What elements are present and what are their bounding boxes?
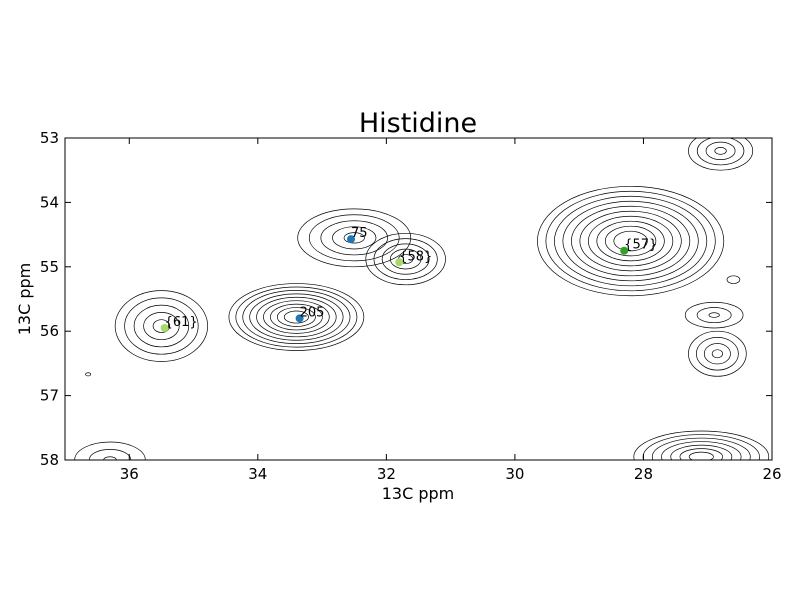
x-tick-label: 34 (248, 465, 267, 483)
y-tick-label: 58 (40, 451, 59, 469)
contour-line (696, 138, 745, 166)
contour-line (708, 312, 720, 318)
contour-line (242, 290, 351, 345)
contour-line (389, 248, 422, 270)
contour-line (263, 300, 330, 334)
peak-label: {58} (399, 249, 432, 264)
x-tick-label: 32 (377, 465, 396, 483)
contour-line (537, 185, 725, 297)
contour-line (642, 434, 760, 460)
contour-line (651, 437, 751, 460)
contour-line (228, 283, 365, 351)
contour-line (283, 310, 309, 324)
contour-line (85, 372, 92, 377)
contour-line (613, 230, 648, 252)
contour-line (373, 238, 438, 280)
contour-line (124, 297, 199, 355)
peak-label: {61} (165, 315, 198, 330)
y-tick-label: 55 (40, 258, 59, 276)
contour-line (703, 343, 731, 365)
y-axis-label: 13C ppm (15, 263, 34, 336)
contour-layer (74, 138, 770, 460)
contour-line (688, 138, 754, 171)
x-tick-label: 30 (505, 465, 524, 483)
peak-label: 205 (300, 305, 325, 320)
contour-line (661, 441, 742, 460)
contour-line (276, 307, 316, 327)
contour-line (545, 190, 716, 292)
contour-line (381, 243, 430, 275)
contour-line (256, 296, 337, 338)
contour-line (688, 451, 714, 460)
contour-line (596, 220, 665, 262)
peak-marker (620, 246, 629, 255)
contour-line (133, 304, 190, 348)
peak-label: 75 (351, 226, 368, 241)
peak-layer: 75 205 {58} {61} {57} (160, 226, 657, 332)
contour-line (696, 337, 739, 371)
x-tick-label: 26 (762, 465, 781, 483)
contour-line (365, 232, 446, 286)
contour-line (711, 349, 723, 359)
chart-title: Histidine (359, 108, 477, 139)
contour-line (114, 290, 209, 362)
contour-line (554, 195, 708, 287)
contour-line (633, 430, 770, 460)
x-axis-label: 13C ppm (382, 484, 455, 503)
peak-marker (347, 235, 356, 244)
y-tick-label: 57 (40, 387, 59, 405)
contour-line (714, 147, 727, 155)
peak-marker (395, 258, 404, 267)
contour-line (249, 293, 344, 341)
contour-line (297, 208, 412, 268)
contour-line (679, 448, 724, 460)
peak-label: {57} (624, 238, 657, 253)
contour-line (705, 141, 736, 160)
contour-line (562, 200, 699, 282)
contour-line (604, 225, 657, 257)
x-tick-label: 28 (634, 465, 653, 483)
y-tick-label: 54 (40, 193, 59, 211)
contour-line (343, 232, 365, 244)
contour-line (726, 275, 741, 284)
contour-line (579, 210, 682, 272)
contour-line (320, 220, 388, 256)
contour-line (308, 214, 400, 262)
contour-line (588, 215, 674, 267)
contour-line (670, 444, 733, 460)
contour-line (684, 301, 744, 329)
tick-layer: 36 34 32 30 28 26 53 54 55 56 57 58 (40, 129, 782, 483)
contour-line (103, 456, 117, 460)
contour-line (143, 312, 180, 341)
peak-marker (160, 323, 169, 332)
contour-line (152, 319, 171, 333)
x-tick-label: 36 (120, 465, 139, 483)
contour-line (235, 286, 358, 348)
contour-line (571, 205, 691, 277)
contour-line (688, 330, 747, 377)
contour-line (696, 307, 732, 324)
y-tick-label: 53 (40, 129, 59, 147)
y-tick-label: 56 (40, 322, 59, 340)
contour-line (332, 226, 377, 250)
peak-marker (295, 314, 304, 323)
plot-frame (64, 137, 773, 461)
contour-line (270, 303, 323, 331)
